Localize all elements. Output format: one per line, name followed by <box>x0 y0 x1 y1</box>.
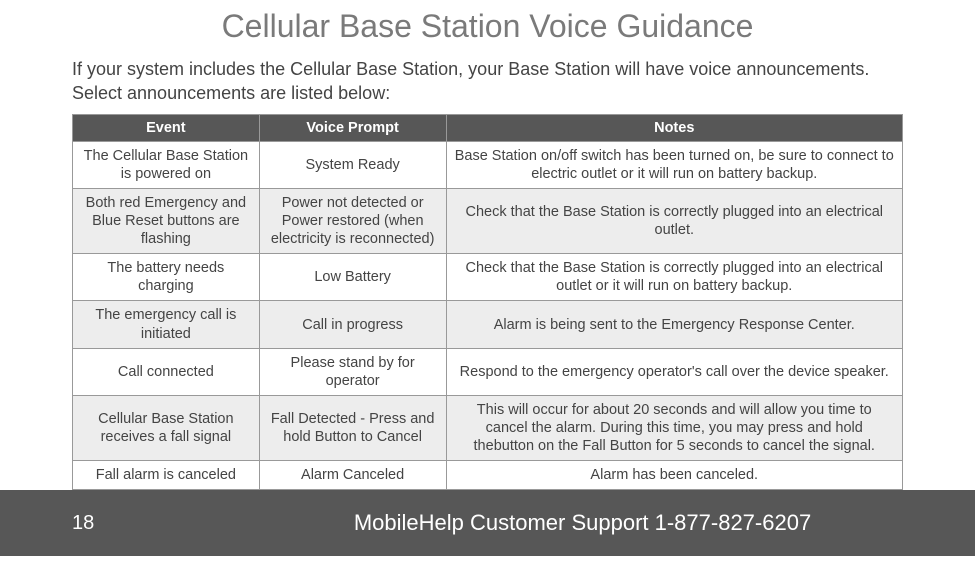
cell-prompt: Low Battery <box>259 254 446 301</box>
cell-notes: This will occur for about 20 seconds and… <box>446 395 903 460</box>
col-header-prompt: Voice Prompt <box>259 114 446 141</box>
table-header: Event Voice Prompt Notes <box>73 114 903 141</box>
intro-paragraph: If your system includes the Cellular Bas… <box>72 57 903 106</box>
page-content: Cellular Base Station Voice Guidance If … <box>0 0 975 490</box>
cell-event: The emergency call is initiated <box>73 301 260 348</box>
cell-prompt: Power not detected or Power restored (wh… <box>259 188 446 253</box>
cell-prompt: Alarm Canceled <box>259 461 446 490</box>
cell-notes: Check that the Base Station is correctly… <box>446 188 903 253</box>
cell-event: Fall alarm is canceled <box>73 461 260 490</box>
voice-guidance-table: Event Voice Prompt Notes The Cellular Ba… <box>72 114 903 491</box>
cell-prompt: Fall Detected - Press and hold Button to… <box>259 395 446 460</box>
cell-notes: Base Station on/off switch has been turn… <box>446 141 903 188</box>
page-title: Cellular Base Station Voice Guidance <box>72 8 903 45</box>
footer-below-whitespace <box>0 556 975 570</box>
cell-prompt: System Ready <box>259 141 446 188</box>
table-row: Fall alarm is canceled Alarm Canceled Al… <box>73 461 903 490</box>
page-footer: 18 MobileHelp Customer Support 1-877-827… <box>0 490 975 556</box>
table-row: Both red Emergency and Blue Reset button… <box>73 188 903 253</box>
table-body: The Cellular Base Station is powered on … <box>73 141 903 490</box>
table-row: The battery needs charging Low Battery C… <box>73 254 903 301</box>
cell-event: Both red Emergency and Blue Reset button… <box>73 188 260 253</box>
col-header-notes: Notes <box>446 114 903 141</box>
table-row: Cellular Base Station receives a fall si… <box>73 395 903 460</box>
col-header-event: Event <box>73 114 260 141</box>
cell-notes: Respond to the emergency operator's call… <box>446 348 903 395</box>
cell-event: Cellular Base Station receives a fall si… <box>73 395 260 460</box>
cell-event: Call connected <box>73 348 260 395</box>
footer-support-text: MobileHelp Customer Support 1-877-827-62… <box>132 510 903 536</box>
table-row: The Cellular Base Station is powered on … <box>73 141 903 188</box>
cell-notes: Check that the Base Station is correctly… <box>446 254 903 301</box>
table-row: The emergency call is initiated Call in … <box>73 301 903 348</box>
cell-prompt: Call in progress <box>259 301 446 348</box>
cell-notes: Alarm has been canceled. <box>446 461 903 490</box>
cell-notes: Alarm is being sent to the Emergency Res… <box>446 301 903 348</box>
cell-event: The battery needs charging <box>73 254 260 301</box>
cell-prompt: Please stand by for operator <box>259 348 446 395</box>
table-row: Call connected Please stand by for opera… <box>73 348 903 395</box>
cell-event: The Cellular Base Station is powered on <box>73 141 260 188</box>
page-number: 18 <box>72 512 132 535</box>
